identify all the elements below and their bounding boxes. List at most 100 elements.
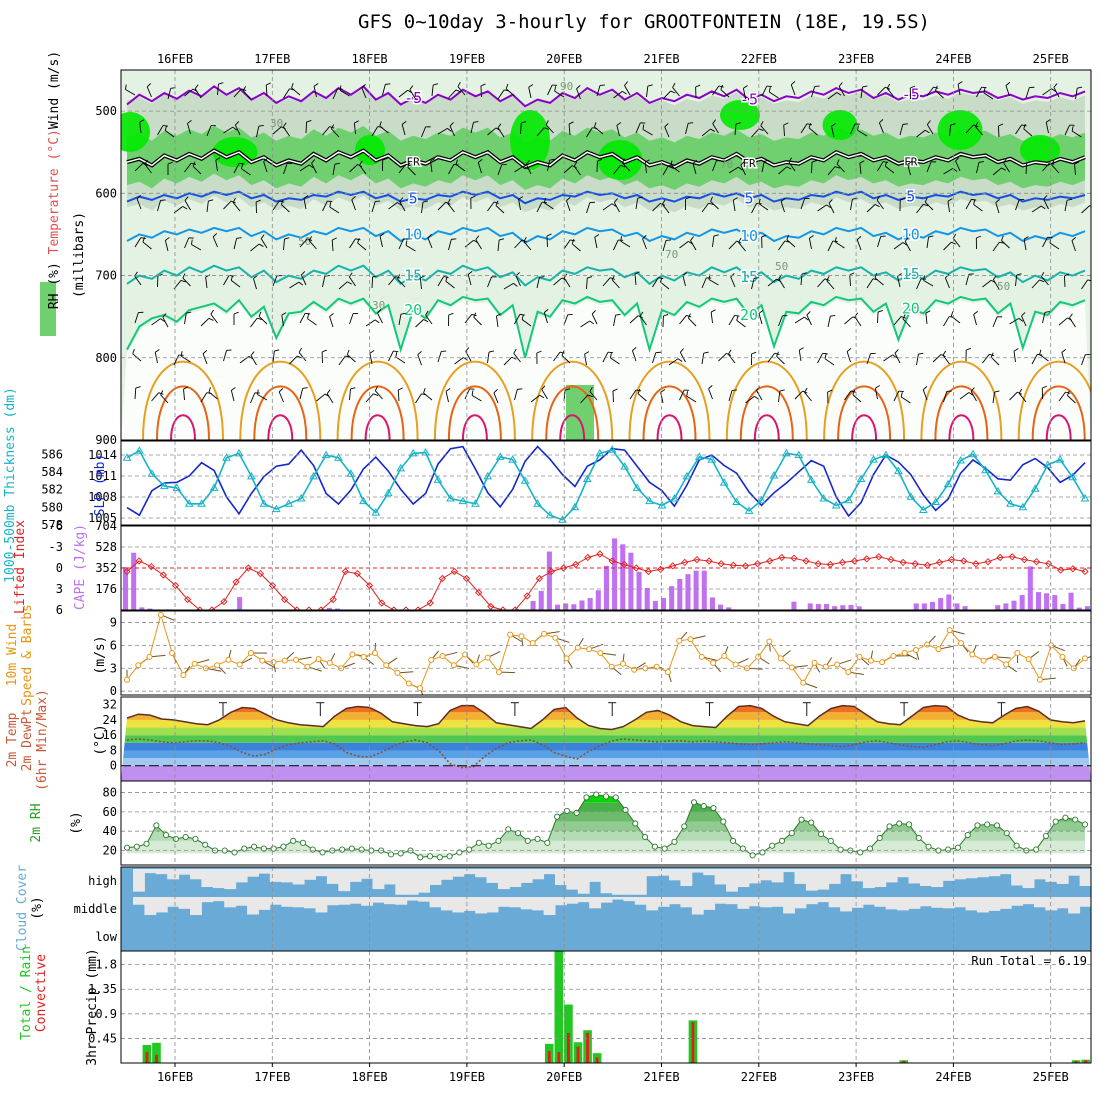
rh2m-marker [788,830,795,837]
upper-wind-barb-flag [280,199,284,205]
cape-bar [791,601,797,610]
upper-wind-barb-flag [1051,88,1056,92]
thickness-marker [533,499,542,507]
page-title: GFS 0~10day 3-hourly for GROOTFONTEIN (1… [358,11,930,33]
cape-bar [628,552,634,610]
upper-wind-barb [576,88,581,100]
upper-wind-barb [742,88,746,100]
upper-wind-barb-flag [951,241,957,245]
upper-wind-barb [419,278,422,290]
wind10m-marker [980,657,987,664]
upper-wind-barb [992,316,998,328]
upper-wind-barb-flag [308,164,314,169]
cloud-clear-cell [1022,897,1035,905]
temperature-contour-warm [170,414,196,440]
cloud-clear-cell [657,897,670,907]
upper-wind-barb [144,163,152,174]
cloud-clear-cell [292,869,305,885]
upper-wind-barb [874,388,878,400]
lifted-index-marker [244,564,252,572]
upper-wind-barb-flag [523,165,529,170]
upper-wind-barb [850,123,856,135]
upper-wind-barb-flag [682,272,688,276]
thickness-marker [632,483,642,491]
upper-wind-barb-flag [511,356,517,360]
upper-wind-barb [767,278,777,287]
wind10m-marker [879,659,886,666]
upper-wind-barb-flag [471,390,474,396]
cloud-row-label: high [88,874,117,888]
upper-wind-barb-flag [241,163,244,169]
axis-label-line: 2m Temp [5,712,20,767]
cloud-clear-cell [1079,897,1091,907]
dewpoint-line [126,738,1086,769]
upper-wind-barb [316,393,326,402]
upper-wind-barb [541,389,548,400]
upper-wind-barb-flag [136,195,142,200]
cloud-clear-cell [976,869,989,878]
cloud-clear-cell [554,897,567,906]
upper-wind-barb-flag [874,273,878,279]
upper-wind-barb-flag [740,161,745,166]
upper-wind-barb-flag [329,202,332,208]
rh-color-bands [127,794,1085,858]
cloud-clear-cell [748,869,761,884]
upper-wind-barb-flag [992,275,997,280]
upper-wind-barb [568,124,571,136]
upper-wind-barb [398,89,408,98]
cape-bar [644,587,650,610]
lifted-index-marker [947,555,956,564]
rh2m-marker [993,822,1001,829]
cape-bar [995,605,1001,610]
cloud-clear-cell [726,869,738,892]
upper-wind-barb-flag [291,83,294,89]
upper-wind-barb-flag [499,238,505,241]
rh2m-marker [319,849,326,856]
upper-wind-barb-flag [644,159,650,163]
upper-wind-barb [184,88,194,97]
cloud-clear-cell [475,869,488,878]
wind10m-marker [1036,676,1043,683]
pressure-tick-label: 500 [95,104,117,118]
cape-bar [1068,592,1074,610]
upper-wind-barb [409,89,416,100]
upper-wind-barb-flag [260,234,265,239]
rh-saturated-cell [121,112,150,152]
cloud-clear-cell [520,869,533,883]
lifted-index-marker [171,581,180,590]
lifted-index-marker [462,574,471,583]
upper-wind-barb [544,202,554,210]
thickness-marker [856,474,866,482]
cloud-clear-cell [760,897,773,908]
rh2m-marker [769,842,776,849]
upper-wind-barb [187,123,191,135]
upper-wind-barb [778,391,781,403]
upper-wind-barb [162,317,169,328]
top-date-label: 18FEB [352,52,388,66]
upper-wind-barb [679,315,687,325]
upper-wind-barb [571,243,581,252]
upper-wind-barb-flag [190,162,197,166]
upper-wind-barb-flag [427,234,432,239]
upper-wind-barb [447,203,455,213]
precip-convective-bar [155,1054,158,1063]
temperature-contour [126,226,1086,244]
precip-convective-bar [1084,1060,1088,1063]
upper-wind-barb-flag [925,310,931,314]
wind10m-marker [664,669,671,676]
upper-wind-barb-flag [852,389,856,395]
upper-wind-barb [860,87,863,99]
thickness-marker [520,476,530,484]
cloud-clear-cell [395,897,408,905]
temperature-contour-warm [920,360,1003,440]
upper-wind-barb [965,124,974,134]
rh-band [127,802,1085,812]
rh2m-marker [583,794,590,801]
upper-wind-barb [885,165,895,174]
upper-wind-barb-flag [313,83,319,87]
precip-convective-bar [566,1032,570,1063]
upper-wind-barb-flag [983,87,986,93]
rh2m-marker [1052,818,1059,825]
cloud-clear-cell [167,869,180,880]
